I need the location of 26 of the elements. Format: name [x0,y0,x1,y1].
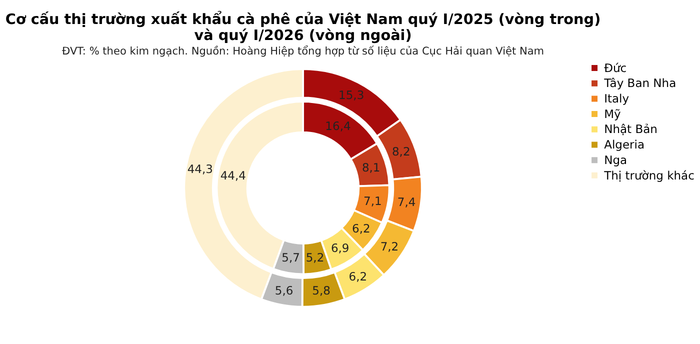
data-label: 44,3 [187,162,213,176]
data-label: 15,3 [338,88,364,102]
legend-label: Nhật Bản [604,122,658,136]
chart-title: Cơ cấu thị trường xuất khẩu cà phê của Việt Nam quý I/2025 (vòng trong) và quý I/2026 (vòng ngoài) [5,10,601,44]
data-label: 7,4 [397,195,416,210]
data-label: 5,6 [274,284,294,298]
data-label: 8,2 [392,144,410,159]
legend-label: Italy [604,92,630,106]
legend-label: Thị trường khác [603,168,694,182]
data-label: 7,1 [364,194,382,208]
data-label: 5,8 [312,284,330,298]
data-label: 6,2 [348,270,368,284]
legend-label: Đức [604,60,627,75]
data-label: 8,1 [362,160,380,175]
legend-label: Nga [604,152,628,167]
data-label: 5,7 [282,250,300,265]
data-label: 6,2 [352,221,370,236]
legend-label: Algeria [604,138,645,152]
legend-label: Tây Ban Nha [603,76,676,90]
legend-label: Mỹ [604,106,622,121]
chart-subtitle: ĐVT: % theo kim ngạch. Nguồn: Hoàng Hiệp tổng hợp từ số liệu của Cục Hải quan Việt Nam [62,44,544,58]
data-label: 6,9 [330,241,350,256]
data-label: 16,4 [325,118,351,133]
data-label: 44,4 [220,168,246,182]
data-label: 5,2 [306,250,324,265]
data-label: 7,2 [380,239,399,254]
